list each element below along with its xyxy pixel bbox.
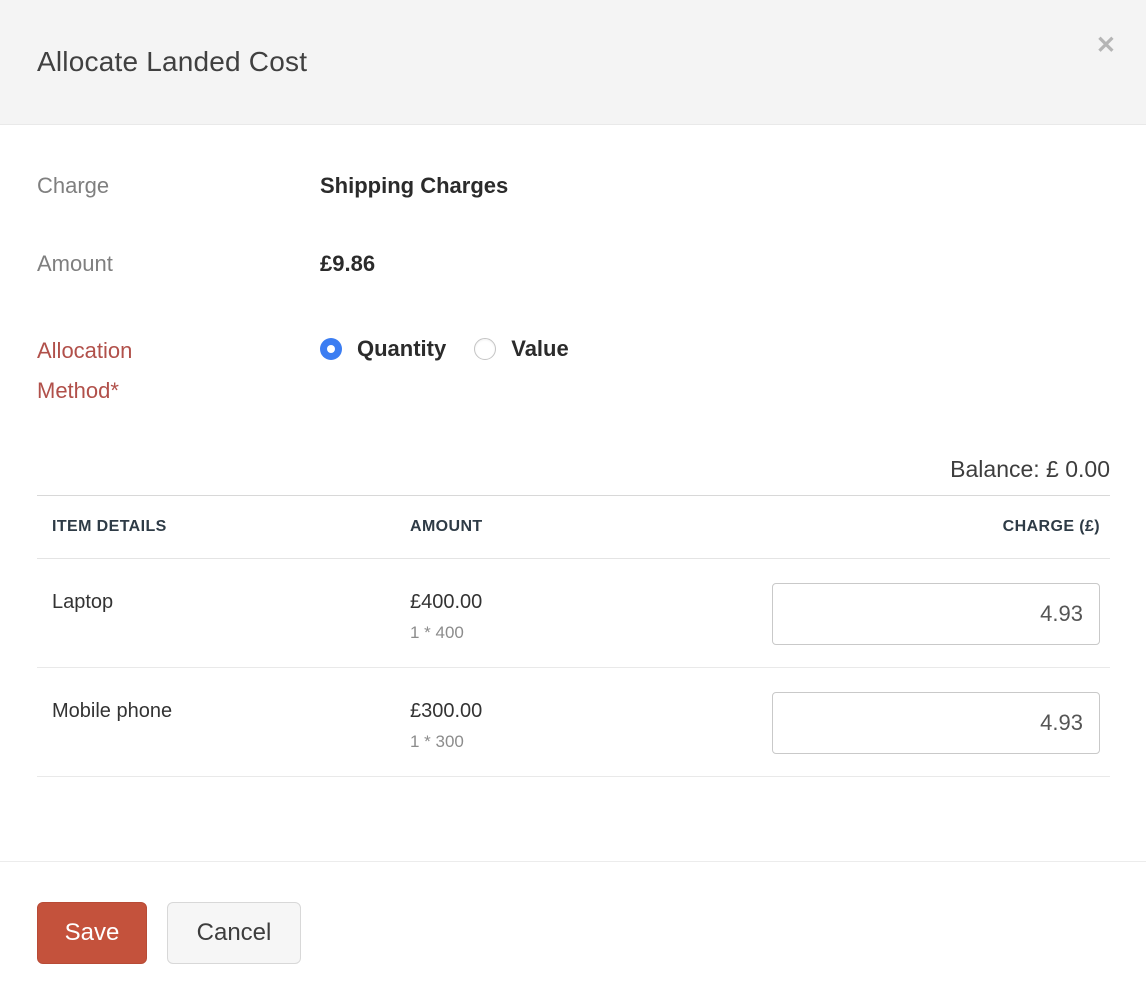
charge-input-laptop[interactable]: [772, 583, 1100, 645]
item-amount: £300.00: [410, 700, 483, 722]
modal-body: Charge Shipping Charges Amount £9.86 All…: [0, 173, 1146, 777]
allocation-method-label: Allocation Method*: [37, 338, 133, 403]
radio-option-quantity[interactable]: Quantity: [320, 336, 446, 362]
table-header-row: ITEM DETAILS AMOUNT CHARGE (£): [37, 496, 1110, 559]
cancel-button[interactable]: Cancel: [167, 902, 301, 964]
modal-footer: Save Cancel: [0, 862, 1146, 986]
table-row: Laptop £400.00 1 * 400: [37, 559, 1110, 668]
header-item-details: ITEM DETAILS: [52, 518, 167, 535]
charge-input-mobile-phone[interactable]: [772, 692, 1100, 754]
item-name: Mobile phone: [52, 700, 173, 722]
item-quantity-calc: 1 * 400: [410, 623, 464, 642]
save-button[interactable]: Save: [37, 902, 147, 964]
item-charge-cell: [770, 583, 1110, 645]
footer-divider: [0, 861, 1146, 862]
item-name: Laptop: [52, 591, 114, 613]
amount-field-row: Amount £9.86: [37, 251, 1110, 277]
header-amount: AMOUNT: [410, 518, 483, 535]
radio-unselected-icon[interactable]: [474, 338, 497, 360]
item-amount-cell: £300.00 1 * 300: [410, 692, 770, 752]
amount-label: Amount: [37, 251, 113, 276]
allocation-method-row: Allocation Method* Quantity Value: [37, 331, 1110, 411]
radio-selected-icon[interactable]: [320, 338, 342, 360]
allocation-method-radio-group: Quantity Value: [320, 336, 569, 362]
item-charge-cell: [770, 692, 1110, 754]
charge-field-row: Charge Shipping Charges: [37, 173, 1110, 199]
radio-option-value[interactable]: Value: [474, 336, 569, 362]
charge-label: Charge: [37, 173, 110, 198]
item-amount-cell: £400.00 1 * 400: [410, 583, 770, 643]
charge-value: Shipping Charges: [320, 173, 509, 198]
close-icon[interactable]: ✕: [1095, 32, 1116, 59]
amount-value: £9.86: [320, 251, 376, 276]
item-amount: £400.00: [410, 591, 483, 613]
table-row: Mobile phone £300.00 1 * 300: [37, 668, 1110, 777]
balance-text: Balance: £ 0.00: [950, 456, 1110, 482]
modal-header: Allocate Landed Cost ✕: [0, 0, 1146, 125]
radio-value-label[interactable]: Value: [511, 336, 569, 361]
header-charge: CHARGE (£): [1002, 518, 1100, 535]
item-quantity-calc: 1 * 300: [410, 732, 464, 751]
allocation-table: ITEM DETAILS AMOUNT CHARGE (£) Laptop £4…: [37, 495, 1110, 777]
radio-quantity-label[interactable]: Quantity: [357, 336, 447, 361]
modal-title: Allocate Landed Cost: [37, 46, 308, 77]
